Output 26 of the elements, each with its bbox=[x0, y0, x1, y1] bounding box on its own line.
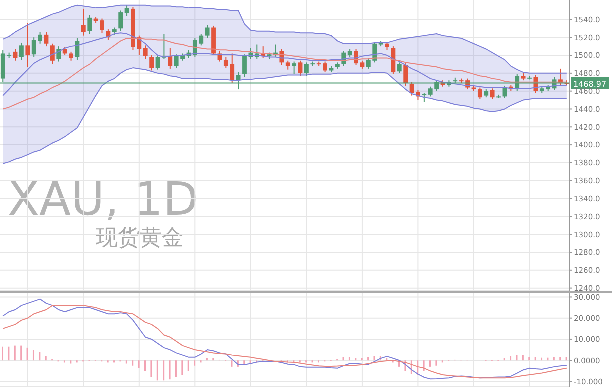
line-series bbox=[2, 4, 568, 74]
candlestick bbox=[292, 61, 297, 75]
text: XAU, 1D bbox=[8, 172, 199, 226]
candlestick bbox=[304, 62, 309, 77]
candlestick bbox=[168, 48, 173, 70]
candlestick bbox=[298, 60, 303, 77]
candlestick bbox=[44, 32, 49, 48]
candlestick bbox=[124, 4, 130, 17]
ref-line-label: 1468.97 bbox=[573, 80, 607, 89]
line-series bbox=[2, 32, 568, 96]
candlestick bbox=[26, 22, 30, 68]
candlestick bbox=[20, 42, 24, 60]
candlestick bbox=[490, 88, 495, 100]
candlestick bbox=[56, 46, 62, 62]
candlestick bbox=[118, 10, 124, 32]
text: 现货黄金 bbox=[96, 226, 184, 251]
candlestick bbox=[50, 43, 55, 65]
candlestick bbox=[404, 63, 408, 86]
candlestick bbox=[478, 87, 482, 100]
candlestick bbox=[88, 14, 92, 35]
candlestick bbox=[205, 24, 210, 39]
candlestick bbox=[143, 45, 148, 60]
candlestick bbox=[81, 8, 86, 36]
candlestick bbox=[397, 62, 402, 74]
candlestick bbox=[150, 55, 154, 72]
line-series bbox=[2, 38, 568, 110]
